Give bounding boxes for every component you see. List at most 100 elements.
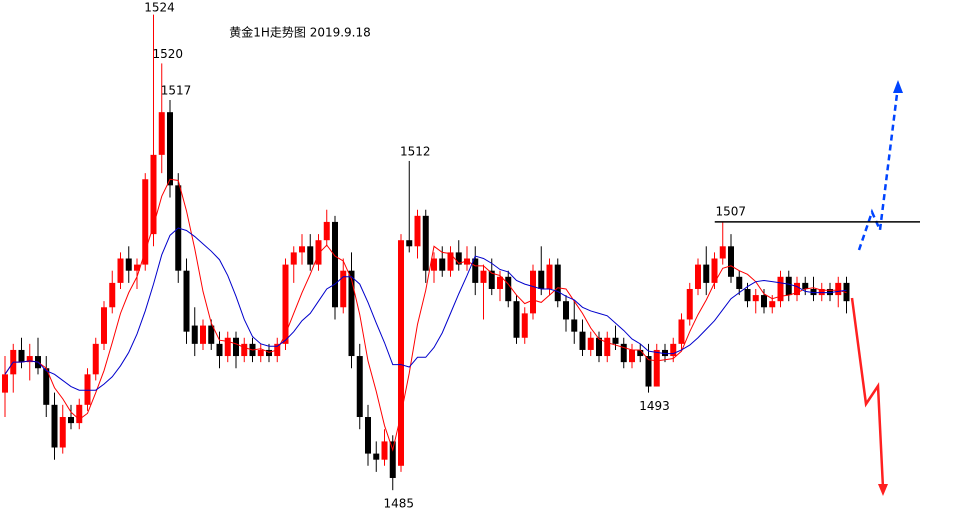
- candle-body: [158, 112, 165, 155]
- candle-body: [125, 258, 132, 271]
- candle-body: [315, 240, 322, 265]
- candle-body: [686, 288, 693, 320]
- candle-body: [761, 295, 767, 308]
- chart-title: 黄金1H走势图 2019.9.18: [229, 25, 371, 40]
- candle-body: [241, 343, 248, 357]
- candle-body: [216, 343, 223, 357]
- candle-body: [282, 264, 289, 344]
- price-label: 1493: [639, 399, 670, 413]
- candle-body: [629, 349, 635, 363]
- candle-body: [299, 246, 305, 253]
- candle-body: [703, 264, 710, 283]
- candle-body: [530, 270, 536, 314]
- candle-body: [728, 246, 734, 277]
- candle-body: [497, 276, 503, 289]
- candle-body: [266, 349, 272, 357]
- candle-body: [208, 325, 215, 344]
- candle-body: [18, 349, 25, 363]
- candle-body: [587, 337, 594, 350]
- candle-body: [777, 276, 784, 302]
- candle-body: [563, 301, 569, 320]
- candle-body: [332, 221, 338, 308]
- candle-body: [513, 301, 520, 338]
- candle-body: [447, 252, 454, 271]
- candle-body: [612, 337, 619, 344]
- candle-body: [356, 356, 363, 418]
- candle-body: [744, 288, 751, 302]
- moving-average: [4, 227, 847, 391]
- candle-body: [794, 282, 800, 296]
- candle-body: [736, 276, 743, 289]
- candle-body: [183, 270, 190, 332]
- candle-body: [307, 246, 314, 265]
- candle-body: [431, 258, 437, 271]
- price-label: 1524: [144, 1, 175, 15]
- candle-body: [719, 246, 726, 259]
- candle-body: [596, 337, 602, 357]
- forecast-up: [857, 85, 900, 251]
- candle-body: [769, 301, 776, 308]
- candle-body: [802, 282, 809, 289]
- candle-body: [68, 417, 74, 424]
- candle-body: [810, 288, 817, 296]
- candle-body: [711, 258, 718, 283]
- candle-body: [695, 264, 701, 289]
- candle-body: [480, 270, 487, 283]
- candle-body: [389, 441, 396, 478]
- candle-body: [26, 356, 33, 363]
- price-label: 1485: [383, 497, 414, 511]
- candle-body: [2, 374, 8, 393]
- candle-body: [101, 307, 107, 344]
- candle-body: [323, 221, 330, 241]
- forecast-down: [850, 297, 885, 489]
- candle-body: [662, 349, 668, 357]
- moving-average: [4, 178, 847, 452]
- candle-body: [92, 343, 99, 375]
- candle-body: [604, 337, 611, 357]
- candle-body: [637, 349, 644, 357]
- candle-body: [406, 240, 413, 247]
- candle-body: [785, 276, 792, 296]
- candle-body: [290, 252, 297, 265]
- price-label: 1507: [715, 204, 746, 218]
- candle-body: [835, 282, 842, 296]
- candle-body: [579, 331, 586, 350]
- candle-body: [76, 404, 83, 424]
- candle-body: [191, 325, 198, 344]
- candle-body: [678, 319, 685, 344]
- candle-body: [620, 343, 627, 363]
- candle-body: [464, 258, 470, 265]
- price-label: 1517: [161, 83, 192, 97]
- candle-body: [109, 282, 116, 308]
- candle-body: [150, 154, 157, 235]
- candle-body: [546, 264, 553, 289]
- candle-body: [224, 337, 231, 357]
- candle-body: [142, 179, 149, 265]
- candle-body: [645, 356, 652, 387]
- candle-body: [571, 319, 578, 332]
- candle-body: [134, 264, 140, 271]
- candle-body: [84, 374, 91, 405]
- candle-body: [670, 343, 677, 357]
- candle-body: [521, 313, 528, 338]
- candle-body: [340, 270, 347, 308]
- candle-body: [653, 349, 660, 387]
- candle-body: [51, 404, 58, 448]
- candle-body: [414, 215, 421, 247]
- candle-body: [59, 417, 66, 448]
- candle-body: [843, 282, 850, 302]
- candle-body: [117, 258, 124, 283]
- candle-body: [373, 453, 380, 460]
- candle-body: [257, 349, 264, 357]
- arrow-head: [878, 484, 888, 496]
- candle-body: [422, 215, 429, 271]
- candle-body: [538, 270, 545, 289]
- candle-body: [398, 240, 404, 466]
- candle-body: [488, 270, 495, 289]
- candle-body: [365, 417, 371, 454]
- candle-body: [381, 441, 388, 460]
- candle-body: [348, 270, 355, 357]
- candle-body: [554, 264, 561, 302]
